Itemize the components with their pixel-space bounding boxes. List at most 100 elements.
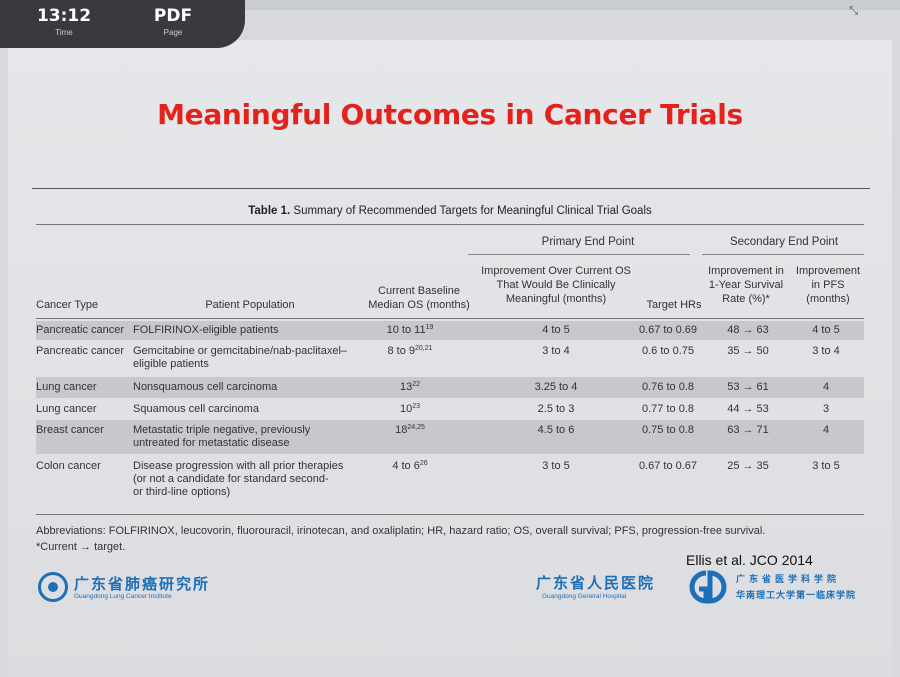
cell-pfs: 4 to 5 (812, 324, 840, 336)
cell-median-ref: 23 (412, 403, 421, 410)
primary-group-rule (468, 254, 690, 255)
time-label: Time (55, 28, 73, 37)
cell-median-value: 4 to 6 (392, 460, 420, 472)
cell-cancer-type: Colon cancer (36, 460, 101, 472)
cell-survival: 35 → 50 (727, 345, 769, 357)
mid-logo-chinese: 广东省人民医院 (536, 574, 656, 592)
slide (8, 40, 892, 677)
slide-title: Meaningful Outcomes in Cancer Trials (157, 98, 743, 131)
cell-target-hr: 0.67 to 0.67 (638, 460, 698, 472)
table-row: Colon cancer Disease progression with al… (36, 456, 864, 506)
cell-improvement: 4.5 to 6 (537, 424, 575, 436)
cell-improvement: 3 to 4 (542, 345, 570, 357)
cell-target-hr: 0.77 to 0.8 (642, 403, 694, 415)
cell-population: Nonsquamous cell carcinoma (133, 381, 278, 393)
header-median-os: Current Baseline Median OS (months) (368, 285, 470, 311)
header-pfs: Improvement in PFS (months) (795, 265, 861, 305)
abbreviations: Abbreviations: FOLFIRINOX, leucovorin, f… (36, 525, 766, 537)
cell-target-hr: 0.67 to 0.69 (638, 324, 698, 336)
header-cancer-type: Cancer Type (36, 299, 99, 311)
table-caption-label: Table 1. (248, 205, 291, 217)
cell-median-value: 13 (399, 381, 413, 393)
collapse-icon[interactable]: ⤡ (849, 4, 858, 17)
secondary-group-rule (702, 254, 864, 255)
table-row: Pancreatic cancer Gemcitabine or gemcita… (36, 341, 864, 375)
column-header-rule (36, 318, 864, 319)
cell-median-value: 10 (399, 403, 413, 415)
gd-emblem-icon (689, 570, 727, 604)
mid-logo-english: Guangdong General Hospital (542, 593, 627, 600)
cell-median: 8 to 920,21 (363, 345, 457, 358)
cell-median-ref: 26 (419, 460, 428, 467)
cell-pfs: 3 (822, 403, 830, 415)
table-header-rule (36, 224, 864, 225)
right-logo-line2: 华南理工大学第一临床学院 (736, 591, 857, 601)
cell-median: 1824,25 (363, 424, 457, 437)
viewer-hud: 13:12 Time PDF Page (0, 0, 245, 48)
cell-median-ref: 19 (425, 324, 434, 331)
time-value: 13:12 (36, 6, 92, 26)
cell-target-hr: 0.76 to 0.8 (642, 381, 694, 393)
table-row: Breast cancer Metastatic triple negative… (36, 420, 864, 454)
header-target-hr: Target HRs (646, 299, 702, 311)
mode-label: Page (163, 28, 183, 37)
cell-median-ref: 22 (412, 381, 421, 388)
cell-median: 1023 (363, 403, 457, 416)
cell-cancer-type: Pancreatic cancer (36, 324, 125, 336)
table-row: Lung cancer Nonsquamous cell carcinoma 1… (36, 377, 864, 398)
cell-population: Metastatic triple negative, previously u… (133, 424, 311, 449)
table-footnotes: Abbreviations: FOLFIRINOX, leucovorin, f… (36, 523, 765, 555)
hospital-logo: 广东省人民医院 Guangdong General Hospital (536, 572, 686, 606)
top-status-strip (0, 0, 900, 10)
cell-population: Gemcitabine or gemcitabine/nab-paclitaxe… (133, 345, 348, 370)
page-mode-button[interactable]: PDF Page (146, 6, 200, 37)
cell-target-hr: 0.75 to 0.8 (642, 424, 694, 436)
cell-survival: 63 → 71 (727, 424, 769, 436)
cell-median: 4 to 626 (363, 460, 457, 473)
cell-pfs: 4 (822, 424, 830, 436)
header-improvement-os: Improvement Over Current OS That Would B… (481, 265, 631, 305)
cell-median-value: 10 to 11 (386, 324, 426, 336)
left-logo-english: Guangdong Lung Cancer Institute (74, 593, 172, 600)
table-caption: Table 1. Summary of Recommended Targets … (32, 205, 868, 217)
header-survival: Improvement in 1-Year Survival Rate (%)* (708, 265, 784, 305)
cell-cancer-type: Lung cancer (36, 403, 97, 415)
cell-median: 1322 (363, 381, 457, 394)
table-row: Lung cancer Squamous cell carcinoma 1023… (36, 399, 864, 420)
citation: Ellis et al. JCO 2014 (686, 552, 813, 568)
cell-cancer-type: Breast cancer (36, 424, 104, 436)
table-top-rule (32, 188, 870, 189)
time-display: 13:12 Time (34, 6, 94, 37)
cell-median-value: 18 (395, 424, 408, 436)
cell-pfs: 4 (822, 381, 830, 393)
group-primary-endpoint: Primary End Point (541, 236, 635, 248)
institute-emblem-icon (38, 572, 68, 602)
cell-survival: 44 → 53 (727, 403, 769, 415)
cell-target-hr: 0.6 to 0.75 (642, 345, 694, 357)
mode-value: PDF (153, 6, 193, 26)
header-patient-population: Patient Population (205, 299, 295, 311)
academy-logo: 广东省医学科学院 华南理工大学第一临床学院 (736, 572, 886, 606)
cell-improvement: 4 to 5 (542, 324, 570, 336)
cell-improvement: 2.5 to 3 (537, 403, 575, 415)
cell-median-value: 8 to 9 (387, 345, 415, 357)
cell-cancer-type: Pancreatic cancer (36, 345, 125, 357)
cell-population: FOLFIRINOX-eligible patients (133, 324, 279, 336)
table-caption-text: Summary of Recommended Targets for Meani… (293, 205, 652, 217)
cell-survival: 48 → 63 (727, 324, 769, 336)
cell-pfs: 3 to 4 (812, 345, 840, 357)
cell-cancer-type: Lung cancer (36, 381, 97, 393)
cell-pfs: 3 to 5 (812, 460, 840, 472)
cell-survival: 53 → 61 (727, 381, 769, 393)
cell-median-ref: 20,21 (415, 345, 433, 352)
table-bottom-rule (36, 514, 864, 515)
group-secondary-endpoint: Secondary End Point (729, 236, 839, 248)
cell-median-ref: 24,25 (407, 424, 425, 431)
table-row: Pancreatic cancer FOLFIRINOX-eligible pa… (36, 321, 864, 340)
cell-population: Disease progression with all prior thera… (133, 460, 344, 498)
right-logo-line1: 广东省医学科学院 (736, 575, 841, 585)
left-logo-chinese: 广东省肺癌研究所 (74, 575, 211, 593)
cell-improvement: 3.25 to 4 (534, 381, 578, 393)
cell-median: 10 to 1119 (363, 324, 457, 337)
cell-improvement: 3 to 5 (542, 460, 570, 472)
